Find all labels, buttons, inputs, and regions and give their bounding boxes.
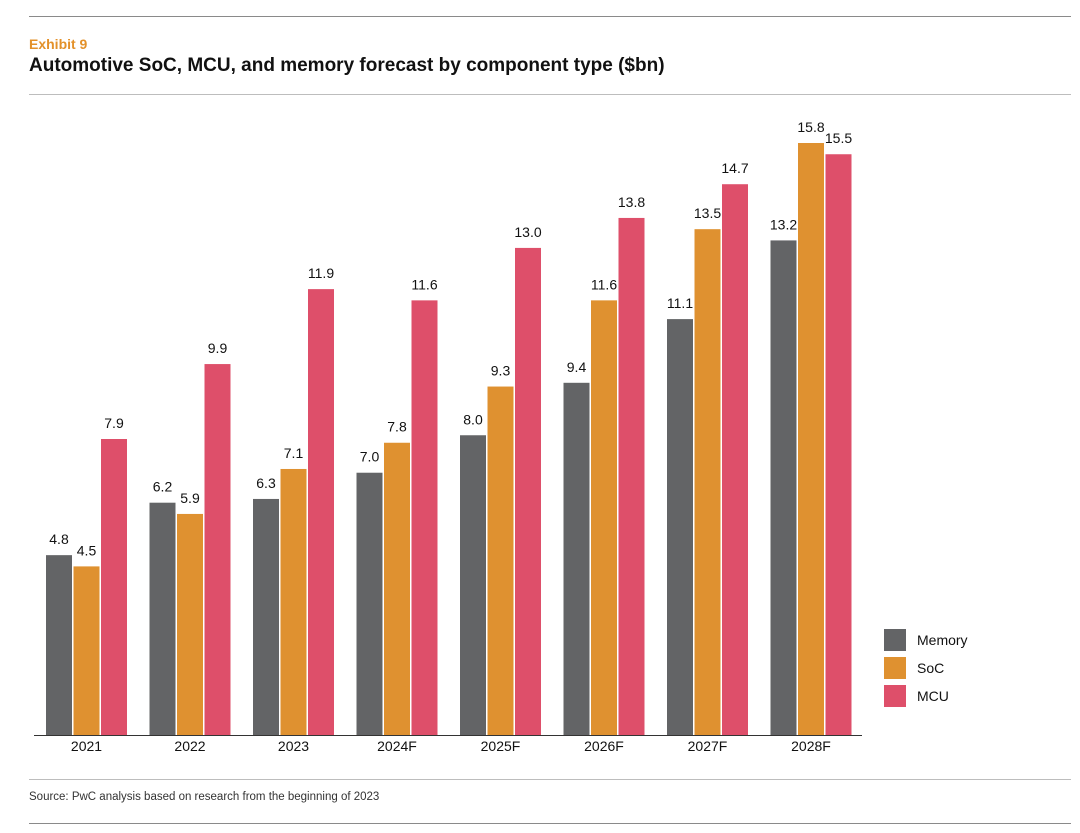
x-tick-label-2025f: 2025F	[481, 738, 521, 754]
bar-soc-2026f	[591, 300, 617, 735]
title-rule	[29, 94, 1071, 95]
bar-mcu-2028f	[825, 154, 852, 736]
bar-mcu-2027f	[722, 184, 748, 735]
data-label-memory-2021: 4.8	[49, 531, 69, 547]
bar-mcu-2022	[204, 364, 231, 735]
data-label-memory-2027f: 11.1	[667, 295, 693, 311]
legend-item-memory: Memory	[884, 626, 968, 654]
data-label-soc-2022: 5.9	[180, 490, 200, 506]
bottom-rule	[29, 823, 1071, 824]
bar-mcu-2024f	[411, 300, 438, 735]
legend-item-soc: SoC	[884, 654, 968, 682]
legend-swatch-mcu	[884, 685, 906, 707]
data-label-mcu-2028f: 15.5	[825, 130, 852, 146]
bar-mcu-2026f	[618, 217, 645, 735]
legend-label-memory: Memory	[917, 632, 968, 648]
data-label-mcu-2026f: 13.8	[618, 194, 645, 210]
data-label-memory-2022: 6.2	[153, 479, 173, 495]
source-rule	[29, 779, 1071, 780]
bar-memory-2021	[46, 555, 72, 735]
exhibit-label: Exhibit 9	[29, 36, 88, 52]
x-tick-label-2024f: 2024F	[377, 738, 417, 754]
data-label-soc-2027f: 13.5	[694, 205, 721, 221]
x-tick-label-2028f: 2028F	[791, 738, 831, 754]
data-label-soc-2024f: 7.8	[387, 419, 407, 435]
x-tick-label-2023: 2023	[278, 738, 309, 754]
data-label-mcu-2025f: 13.0	[514, 224, 541, 240]
data-label-mcu-2027f: 14.7	[721, 160, 748, 176]
x-tick-label-2022: 2022	[174, 738, 205, 754]
bar-soc-2022	[177, 513, 203, 735]
x-tick-label-2026f: 2026F	[584, 738, 624, 754]
bar-mcu-2025f	[515, 247, 541, 736]
data-label-memory-2028f: 13.2	[770, 216, 797, 232]
bar-soc-2025f	[487, 386, 514, 735]
bar-soc-2021	[73, 566, 100, 735]
data-label-memory-2023: 6.3	[256, 475, 276, 491]
bar-memory-2022	[149, 502, 176, 735]
data-label-mcu-2022: 9.9	[208, 340, 228, 356]
legend: Memory SoC MCU	[884, 626, 968, 710]
bar-soc-2028f	[798, 143, 824, 735]
legend-item-mcu: MCU	[884, 682, 968, 710]
data-label-soc-2028f: 15.8	[797, 119, 824, 135]
bar-mcu-2021	[101, 439, 127, 735]
data-label-memory-2024f: 7.0	[360, 449, 380, 465]
legend-swatch-memory	[884, 629, 906, 651]
bar-memory-2026f	[563, 382, 590, 735]
source-note: Source: PwC analysis based on research f…	[29, 791, 380, 803]
data-label-mcu-2024f: 11.6	[411, 276, 437, 292]
chart-title: Automotive SoC, MCU, and memory forecast…	[29, 55, 665, 76]
x-tick-label-2021: 2021	[71, 738, 102, 754]
bar-chart: 4.8 4.5 7.9 2021 6.2 5.9 9.9 2022 6.3 7.1 11.9 2023…	[34, 119, 862, 754]
bar-memory-2023	[253, 498, 279, 735]
data-label-soc-2025f: 9.3	[491, 363, 511, 379]
data-label-soc-2026f: 11.6	[591, 276, 617, 292]
data-label-soc-2023: 7.1	[284, 445, 304, 461]
bar-soc-2024f	[384, 442, 410, 735]
x-tick-label-2027f: 2027F	[688, 738, 728, 754]
bar-memory-2028f	[770, 240, 797, 735]
bar-mcu-2023	[308, 289, 334, 735]
data-label-memory-2025f: 8.0	[463, 411, 483, 427]
legend-label-mcu: MCU	[917, 688, 949, 704]
data-label-memory-2026f: 9.4	[567, 359, 587, 375]
bar-memory-2024f	[356, 472, 383, 735]
bar-soc-2027f	[694, 229, 721, 735]
legend-swatch-soc	[884, 657, 906, 679]
bar-memory-2025f	[460, 435, 486, 735]
bar-soc-2023	[280, 468, 307, 735]
data-label-soc-2021: 4.5	[77, 542, 97, 558]
top-rule	[29, 16, 1071, 17]
legend-label-soc: SoC	[917, 660, 945, 676]
data-label-mcu-2023: 11.9	[308, 265, 334, 281]
bar-memory-2027f	[667, 319, 693, 735]
data-label-mcu-2021: 7.9	[104, 415, 124, 431]
